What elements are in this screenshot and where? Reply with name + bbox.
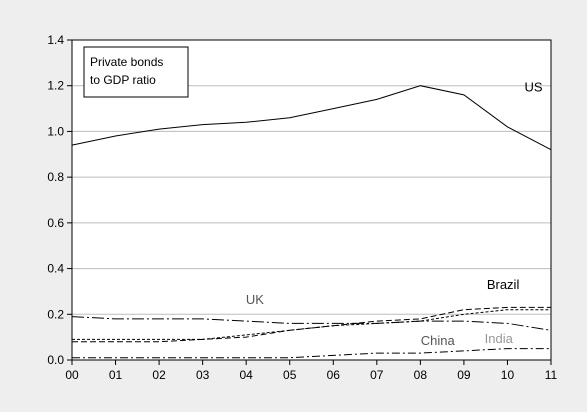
y-tick-label: 0.0 (47, 353, 64, 367)
legend-frame (83, 46, 189, 98)
y-tick-label: 1.2 (47, 79, 64, 93)
x-tick-label: 04 (240, 368, 254, 382)
x-tick-label: 06 (327, 368, 341, 382)
x-tick-label: 02 (152, 368, 166, 382)
x-tick-label: 05 (283, 368, 297, 382)
y-tick-label: 0.4 (47, 262, 64, 276)
series-line-india (72, 309, 551, 340)
series-label-brazil: Brazil (487, 277, 520, 292)
x-tick-label: 08 (414, 368, 428, 382)
x-tick-label: 11 (545, 368, 558, 382)
series-label-uk: UK (246, 292, 264, 307)
series-lines (71, 85, 552, 359)
series-label-india: India (485, 331, 514, 346)
legend-line-2: to GDP ratio (90, 73, 156, 87)
y-tick-label: 0.2 (47, 307, 64, 321)
series-label-us: US (525, 79, 543, 94)
series-label-china: China (421, 333, 456, 348)
series-labels: US UK Brazil India China (246, 79, 543, 348)
x-tick-label: 10 (501, 368, 515, 382)
y-tick-label: 0.8 (47, 170, 64, 184)
x-tick-label: 03 (196, 368, 210, 382)
grid-lines (72, 85, 551, 315)
plot-frame (71, 39, 552, 361)
series-line-brazil (72, 306, 551, 343)
legend-line-1: Private bonds (90, 55, 163, 69)
x-tick-label: 00 (65, 368, 79, 382)
series-line-us (71, 85, 552, 151)
y-tick-label: 0.6 (47, 216, 64, 230)
y-tick-label: 1.4 (47, 33, 64, 47)
x-tick-label: 07 (370, 368, 384, 382)
x-tick-label: 01 (109, 368, 123, 382)
y-tick-label: 1.0 (47, 124, 64, 138)
y-axis: 0.0 0.2 0.4 0.6 0.8 1.0 1.2 1.4 (47, 33, 72, 367)
x-axis: 00 01 02 03 04 05 06 07 08 09 10 11 (65, 360, 558, 382)
legend-box: Private bonds to GDP ratio (83, 46, 189, 98)
x-tick-label: 09 (457, 368, 471, 382)
